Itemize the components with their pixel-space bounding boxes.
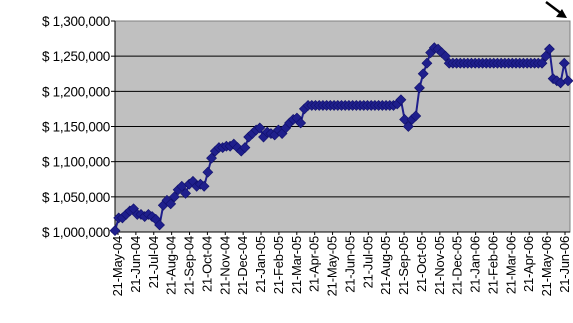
y-tick-label: $ 1,100,000: [42, 155, 110, 170]
data-point: [558, 57, 570, 69]
data-point: [402, 121, 414, 132]
data-point: [395, 94, 407, 106]
series-line: [109, 42, 573, 237]
data-point: [198, 180, 210, 192]
data-point: [154, 219, 165, 231]
x-tick-label: 21-Mar-05: [289, 236, 304, 294]
x-axis: 21-May-04 21-Jun-04 21-Jul-04 21-Aug-04 21-S…: [110, 231, 572, 296]
data-point: [180, 187, 191, 199]
x-tick-label: 21-Feb-05: [271, 236, 286, 294]
corner-arrow-icon: [545, 1, 567, 18]
x-tick-label: 21-Feb-06: [485, 236, 500, 294]
data-point: [109, 225, 121, 237]
x-tick-label: 21-Jul-04: [146, 236, 161, 288]
x-tick-label: 21-Apr-06: [521, 236, 536, 292]
x-tick-label: 21-May-06: [539, 236, 554, 296]
x-tick-label: 21-Apr-05: [307, 236, 322, 292]
data-point: [168, 191, 180, 203]
x-tick-label: 21-Sep-04: [182, 236, 197, 295]
x-tick-label: 21-Jan-06: [468, 236, 483, 293]
data-point: [399, 114, 411, 125]
data-point: [410, 110, 422, 122]
y-tick-label: $ 1,300,000: [42, 14, 110, 29]
x-tick-label: 21-Aug-04: [164, 236, 179, 295]
x-tick-label: 21-May-05: [325, 236, 340, 296]
y-tick-label: $ 1,050,000: [42, 190, 110, 205]
x-tick-label: 21-Jun-06: [557, 236, 572, 293]
data-point: [202, 166, 214, 178]
data-point: [540, 50, 552, 62]
x-tick-label: 21-Aug-05: [378, 236, 393, 295]
x-tick-label: 21-Jul-05: [360, 236, 375, 288]
data-point: [440, 50, 451, 62]
gridlines: [115, 55, 570, 198]
data-point: [239, 142, 251, 154]
y-tick-label: $ 1,200,000: [42, 84, 110, 99]
data-point: [417, 68, 429, 80]
data-point: [414, 82, 425, 94]
y-tick-label: $ 1,150,000: [42, 120, 110, 135]
x-tick-label: 21-Oct-05: [414, 236, 429, 292]
data-point: [206, 152, 217, 164]
x-tick-label: 21-May-04: [110, 236, 125, 296]
x-tick-label: 21-Oct-04: [199, 236, 214, 292]
y-axis: $ 1,000,000 $ 1,050,000 $ 1,100,000 $ 1,150…: [42, 14, 116, 240]
y-tick-label: $ 1,000,000: [42, 225, 110, 240]
x-tick-label: 21-Nov-05: [432, 236, 447, 295]
x-tick-label: 21-Mar-06: [503, 236, 518, 294]
y-tick-label: $ 1,250,000: [42, 49, 110, 64]
data-point: [536, 57, 548, 69]
x-tick-label: 21-Jun-04: [128, 236, 143, 293]
x-tick-label: 21-Sep-05: [396, 236, 411, 295]
data-point: [295, 117, 307, 129]
x-tick-label: 21-Nov-04: [217, 236, 232, 295]
x-tick-label: 21-Dec-04: [235, 236, 250, 295]
x-tick-label: 21-Jan-05: [253, 236, 268, 293]
x-tick-label: 21-Dec-05: [450, 236, 465, 295]
x-tick-label: 21-Jun-05: [342, 236, 357, 293]
data-point: [421, 57, 433, 69]
data-point: [165, 198, 177, 210]
data-point: [562, 75, 573, 87]
data-point: [254, 122, 266, 134]
data-point: [544, 43, 555, 55]
